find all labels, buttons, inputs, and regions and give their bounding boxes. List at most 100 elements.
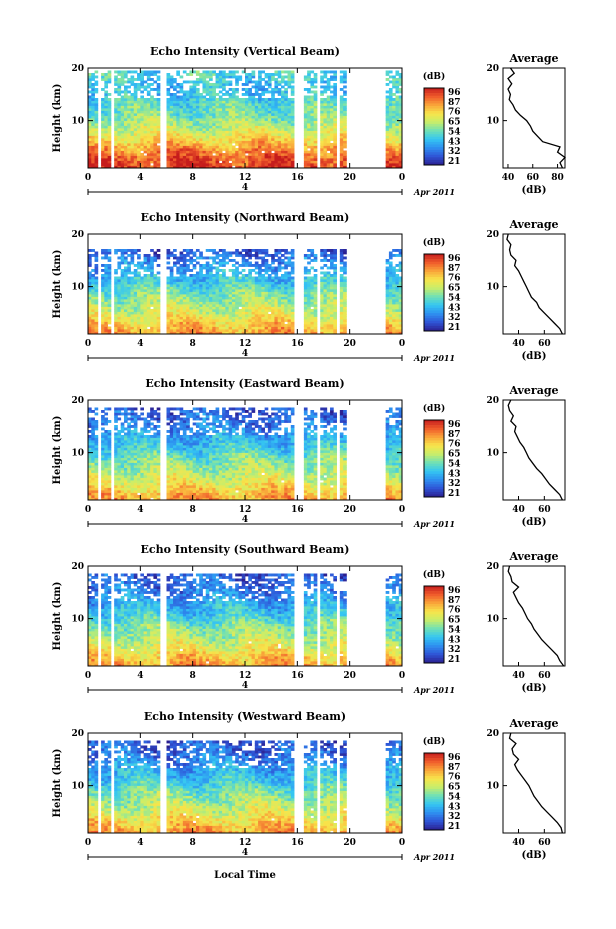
heatmap-cell <box>150 115 154 119</box>
heatmap-cell <box>192 70 197 74</box>
heatmap-cell <box>117 103 122 106</box>
heatmap-cell <box>222 291 226 295</box>
heatmap-cell <box>153 289 158 292</box>
heatmap-cell <box>153 140 158 144</box>
heatmap-cell <box>153 259 158 262</box>
heatmap-cell <box>388 311 393 315</box>
heatmap-cell <box>202 299 207 302</box>
heatmap-cell <box>130 321 135 325</box>
heatmap-cell <box>251 70 256 74</box>
heatmap-cell <box>182 331 187 335</box>
heatmap-cell <box>277 80 282 84</box>
heatmap-cell <box>280 281 285 285</box>
heatmap-cell <box>241 128 246 131</box>
heatmap-cell <box>202 279 207 282</box>
heatmap-cell <box>189 311 194 315</box>
heatmap-cell <box>150 155 154 159</box>
heatmap-cell <box>143 120 148 124</box>
heatmap-cell <box>130 150 135 154</box>
heatmap-cell <box>91 165 95 169</box>
heatmap-cell <box>271 130 275 134</box>
heatmap-cell <box>264 254 269 257</box>
heatmap-cell <box>205 110 210 114</box>
heatmap-cell <box>117 309 122 312</box>
heatmap-cell <box>156 103 161 106</box>
heatmap-cell <box>271 78 275 81</box>
heatmap-cell <box>303 309 308 312</box>
heatmap-cell <box>254 326 259 330</box>
heatmap-cell <box>323 118 328 121</box>
heatmap-cell <box>209 294 213 297</box>
heatmap-cell <box>120 158 125 161</box>
heatmap-cell <box>212 88 216 91</box>
heatmap-cell <box>91 249 95 252</box>
heatmap-cell <box>137 316 141 320</box>
heatmap-cell <box>264 259 269 262</box>
heatmap-cell <box>88 135 92 139</box>
heatmap-cell <box>209 143 213 146</box>
heatmap-cell <box>231 103 236 106</box>
heatmap-cell <box>274 266 279 270</box>
heatmap-cell <box>156 284 161 287</box>
heatmap-cell <box>277 314 282 317</box>
heatmap-cell <box>330 158 334 161</box>
heatmap-cell <box>114 319 118 322</box>
heatmap-cell <box>218 83 223 86</box>
heatmap-cell <box>153 143 158 146</box>
heatmap-cell <box>261 319 266 322</box>
heatmap-cell <box>94 269 99 272</box>
heatmap-cell <box>339 160 344 164</box>
heatmap-cell <box>88 281 92 285</box>
heatmap-cell <box>104 93 109 96</box>
heatmap-cell <box>202 133 207 136</box>
x-tick-label: 20 <box>343 173 356 183</box>
heatmap-cell <box>277 279 282 282</box>
heatmap-cell <box>398 306 403 310</box>
heatmap-cell <box>189 279 194 282</box>
heatmap-cell <box>290 78 295 81</box>
heatmap-cell <box>195 311 200 315</box>
heatmap-cell <box>339 304 344 307</box>
heatmap-cell <box>248 284 252 287</box>
heatmap-cell <box>182 103 187 106</box>
heatmap-cell <box>235 316 239 320</box>
heatmap-cell <box>339 95 344 99</box>
heatmap-cell <box>189 281 194 285</box>
heatmap-cell <box>238 100 243 104</box>
heatmap-cell <box>156 98 161 101</box>
heatmap-cell <box>392 75 396 79</box>
heatmap-cell <box>123 103 128 106</box>
heatmap-cell <box>388 110 393 114</box>
heatmap-cell <box>388 153 393 156</box>
heatmap-cell <box>195 279 200 282</box>
heatmap-cell <box>231 319 236 322</box>
heatmap-cell <box>176 291 180 295</box>
heatmap-cell <box>186 259 190 262</box>
heatmap-cell <box>94 294 99 297</box>
heatmap-cell <box>222 120 226 124</box>
heatmap-cell <box>218 281 223 285</box>
heatmap-cell <box>231 326 236 330</box>
heatmap-cell <box>127 296 131 300</box>
heatmap-cell <box>241 118 246 121</box>
heatmap-cell <box>326 259 331 262</box>
heatmap-cell <box>238 271 243 275</box>
heatmap-cell <box>264 296 269 300</box>
heatmap-cell <box>166 289 171 292</box>
heatmap-cell <box>290 105 295 109</box>
heatmap-cell <box>156 163 161 166</box>
heatmap-cell <box>156 150 161 154</box>
heatmap-cell <box>330 108 334 111</box>
heatmap-cell <box>101 113 105 116</box>
heatmap-cell <box>179 284 184 287</box>
heatmap-cell <box>176 299 180 302</box>
heatmap-cell <box>150 113 154 116</box>
colorbar-swatch <box>424 141 444 145</box>
heatmap-cell <box>284 140 288 144</box>
heatmap-cell <box>202 75 207 79</box>
heatmap-cell <box>166 98 171 101</box>
heatmap-cell <box>251 160 256 164</box>
heatmap-cell <box>127 309 131 312</box>
heatmap-cell <box>310 148 315 151</box>
heatmap-cell <box>91 153 95 156</box>
